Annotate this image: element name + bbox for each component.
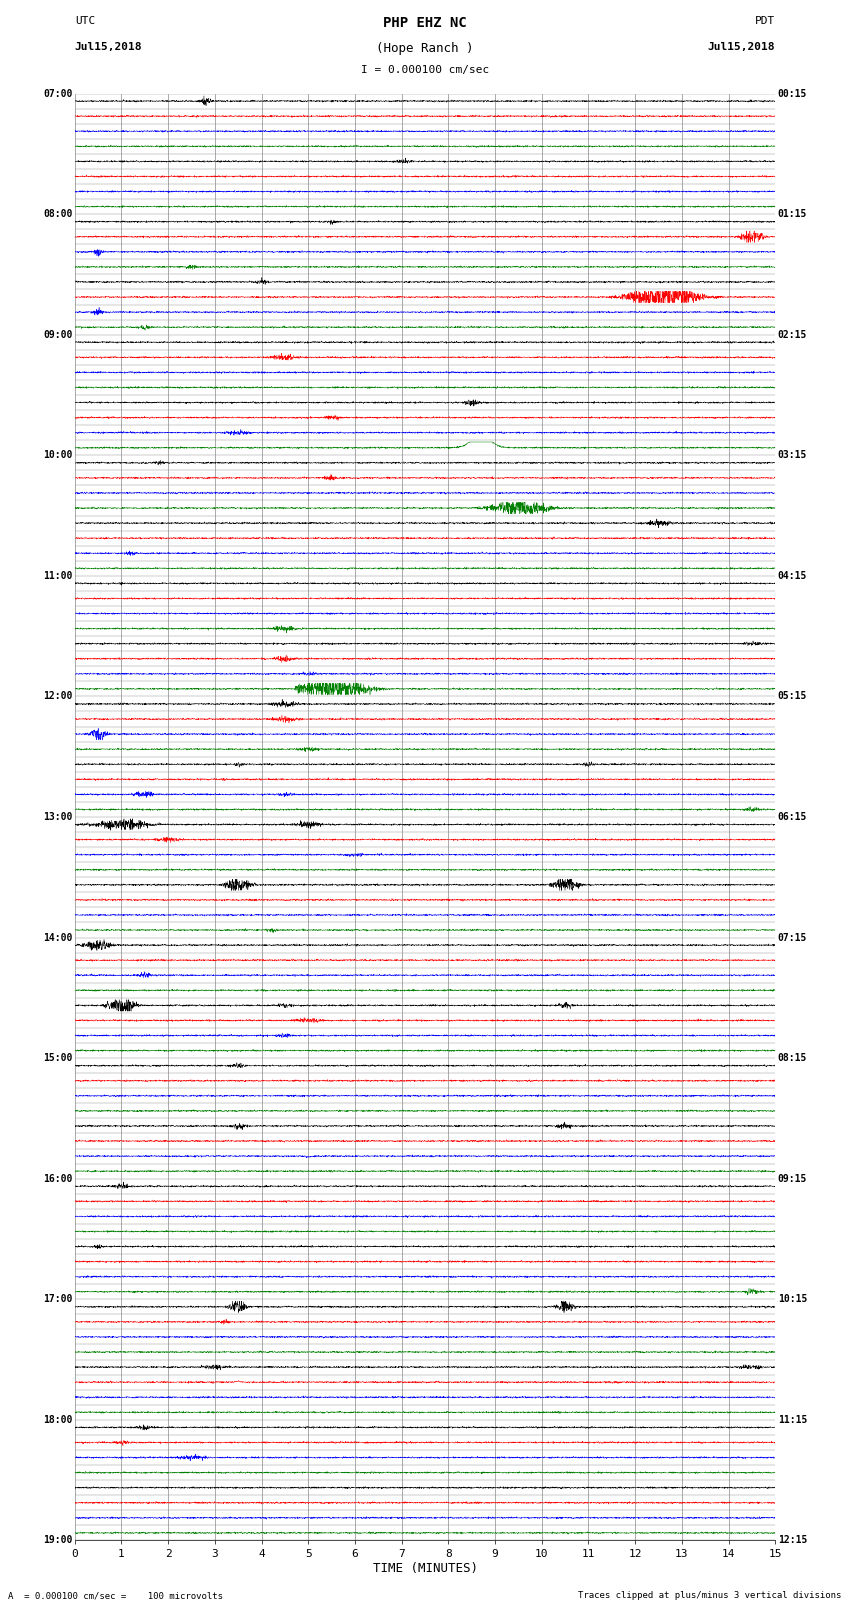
Text: 12:15: 12:15 bbox=[778, 1536, 807, 1545]
Text: 10:00: 10:00 bbox=[42, 450, 72, 460]
Text: (Hope Ranch ): (Hope Ranch ) bbox=[377, 42, 473, 55]
X-axis label: TIME (MINUTES): TIME (MINUTES) bbox=[372, 1563, 478, 1576]
Text: 11:15: 11:15 bbox=[778, 1415, 807, 1424]
Text: Jul15,2018: Jul15,2018 bbox=[708, 42, 775, 52]
Text: 01:15: 01:15 bbox=[778, 210, 807, 219]
Text: I = 0.000100 cm/sec: I = 0.000100 cm/sec bbox=[361, 65, 489, 74]
Text: 15:00: 15:00 bbox=[42, 1053, 72, 1063]
Text: 18:00: 18:00 bbox=[42, 1415, 72, 1424]
Text: 19:00: 19:00 bbox=[42, 1536, 72, 1545]
Text: 09:00: 09:00 bbox=[42, 329, 72, 340]
Text: 17:00: 17:00 bbox=[42, 1294, 72, 1305]
Text: 10:15: 10:15 bbox=[778, 1294, 807, 1305]
Text: 08:15: 08:15 bbox=[778, 1053, 807, 1063]
Text: 08:00: 08:00 bbox=[42, 210, 72, 219]
Text: A  = 0.000100 cm/sec =    100 microvolts: A = 0.000100 cm/sec = 100 microvolts bbox=[8, 1590, 224, 1600]
Text: 00:15: 00:15 bbox=[778, 89, 807, 98]
Text: 11:00: 11:00 bbox=[42, 571, 72, 581]
Text: 07:15: 07:15 bbox=[778, 932, 807, 942]
Text: 06:15: 06:15 bbox=[778, 811, 807, 823]
Text: Traces clipped at plus/minus 3 vertical divisions: Traces clipped at plus/minus 3 vertical … bbox=[578, 1590, 842, 1600]
Text: 02:15: 02:15 bbox=[778, 329, 807, 340]
Text: Jul15,2018: Jul15,2018 bbox=[75, 42, 142, 52]
Text: 12:00: 12:00 bbox=[42, 692, 72, 702]
Text: 03:15: 03:15 bbox=[778, 450, 807, 460]
Text: PDT: PDT bbox=[755, 16, 775, 26]
Text: 13:00: 13:00 bbox=[42, 811, 72, 823]
Text: 07:00: 07:00 bbox=[42, 89, 72, 98]
Text: 05:15: 05:15 bbox=[778, 692, 807, 702]
Text: 04:15: 04:15 bbox=[778, 571, 807, 581]
Text: 09:15: 09:15 bbox=[778, 1174, 807, 1184]
Text: PHP EHZ NC: PHP EHZ NC bbox=[383, 16, 467, 31]
Text: UTC: UTC bbox=[75, 16, 95, 26]
Text: 16:00: 16:00 bbox=[42, 1174, 72, 1184]
Text: 14:00: 14:00 bbox=[42, 932, 72, 942]
